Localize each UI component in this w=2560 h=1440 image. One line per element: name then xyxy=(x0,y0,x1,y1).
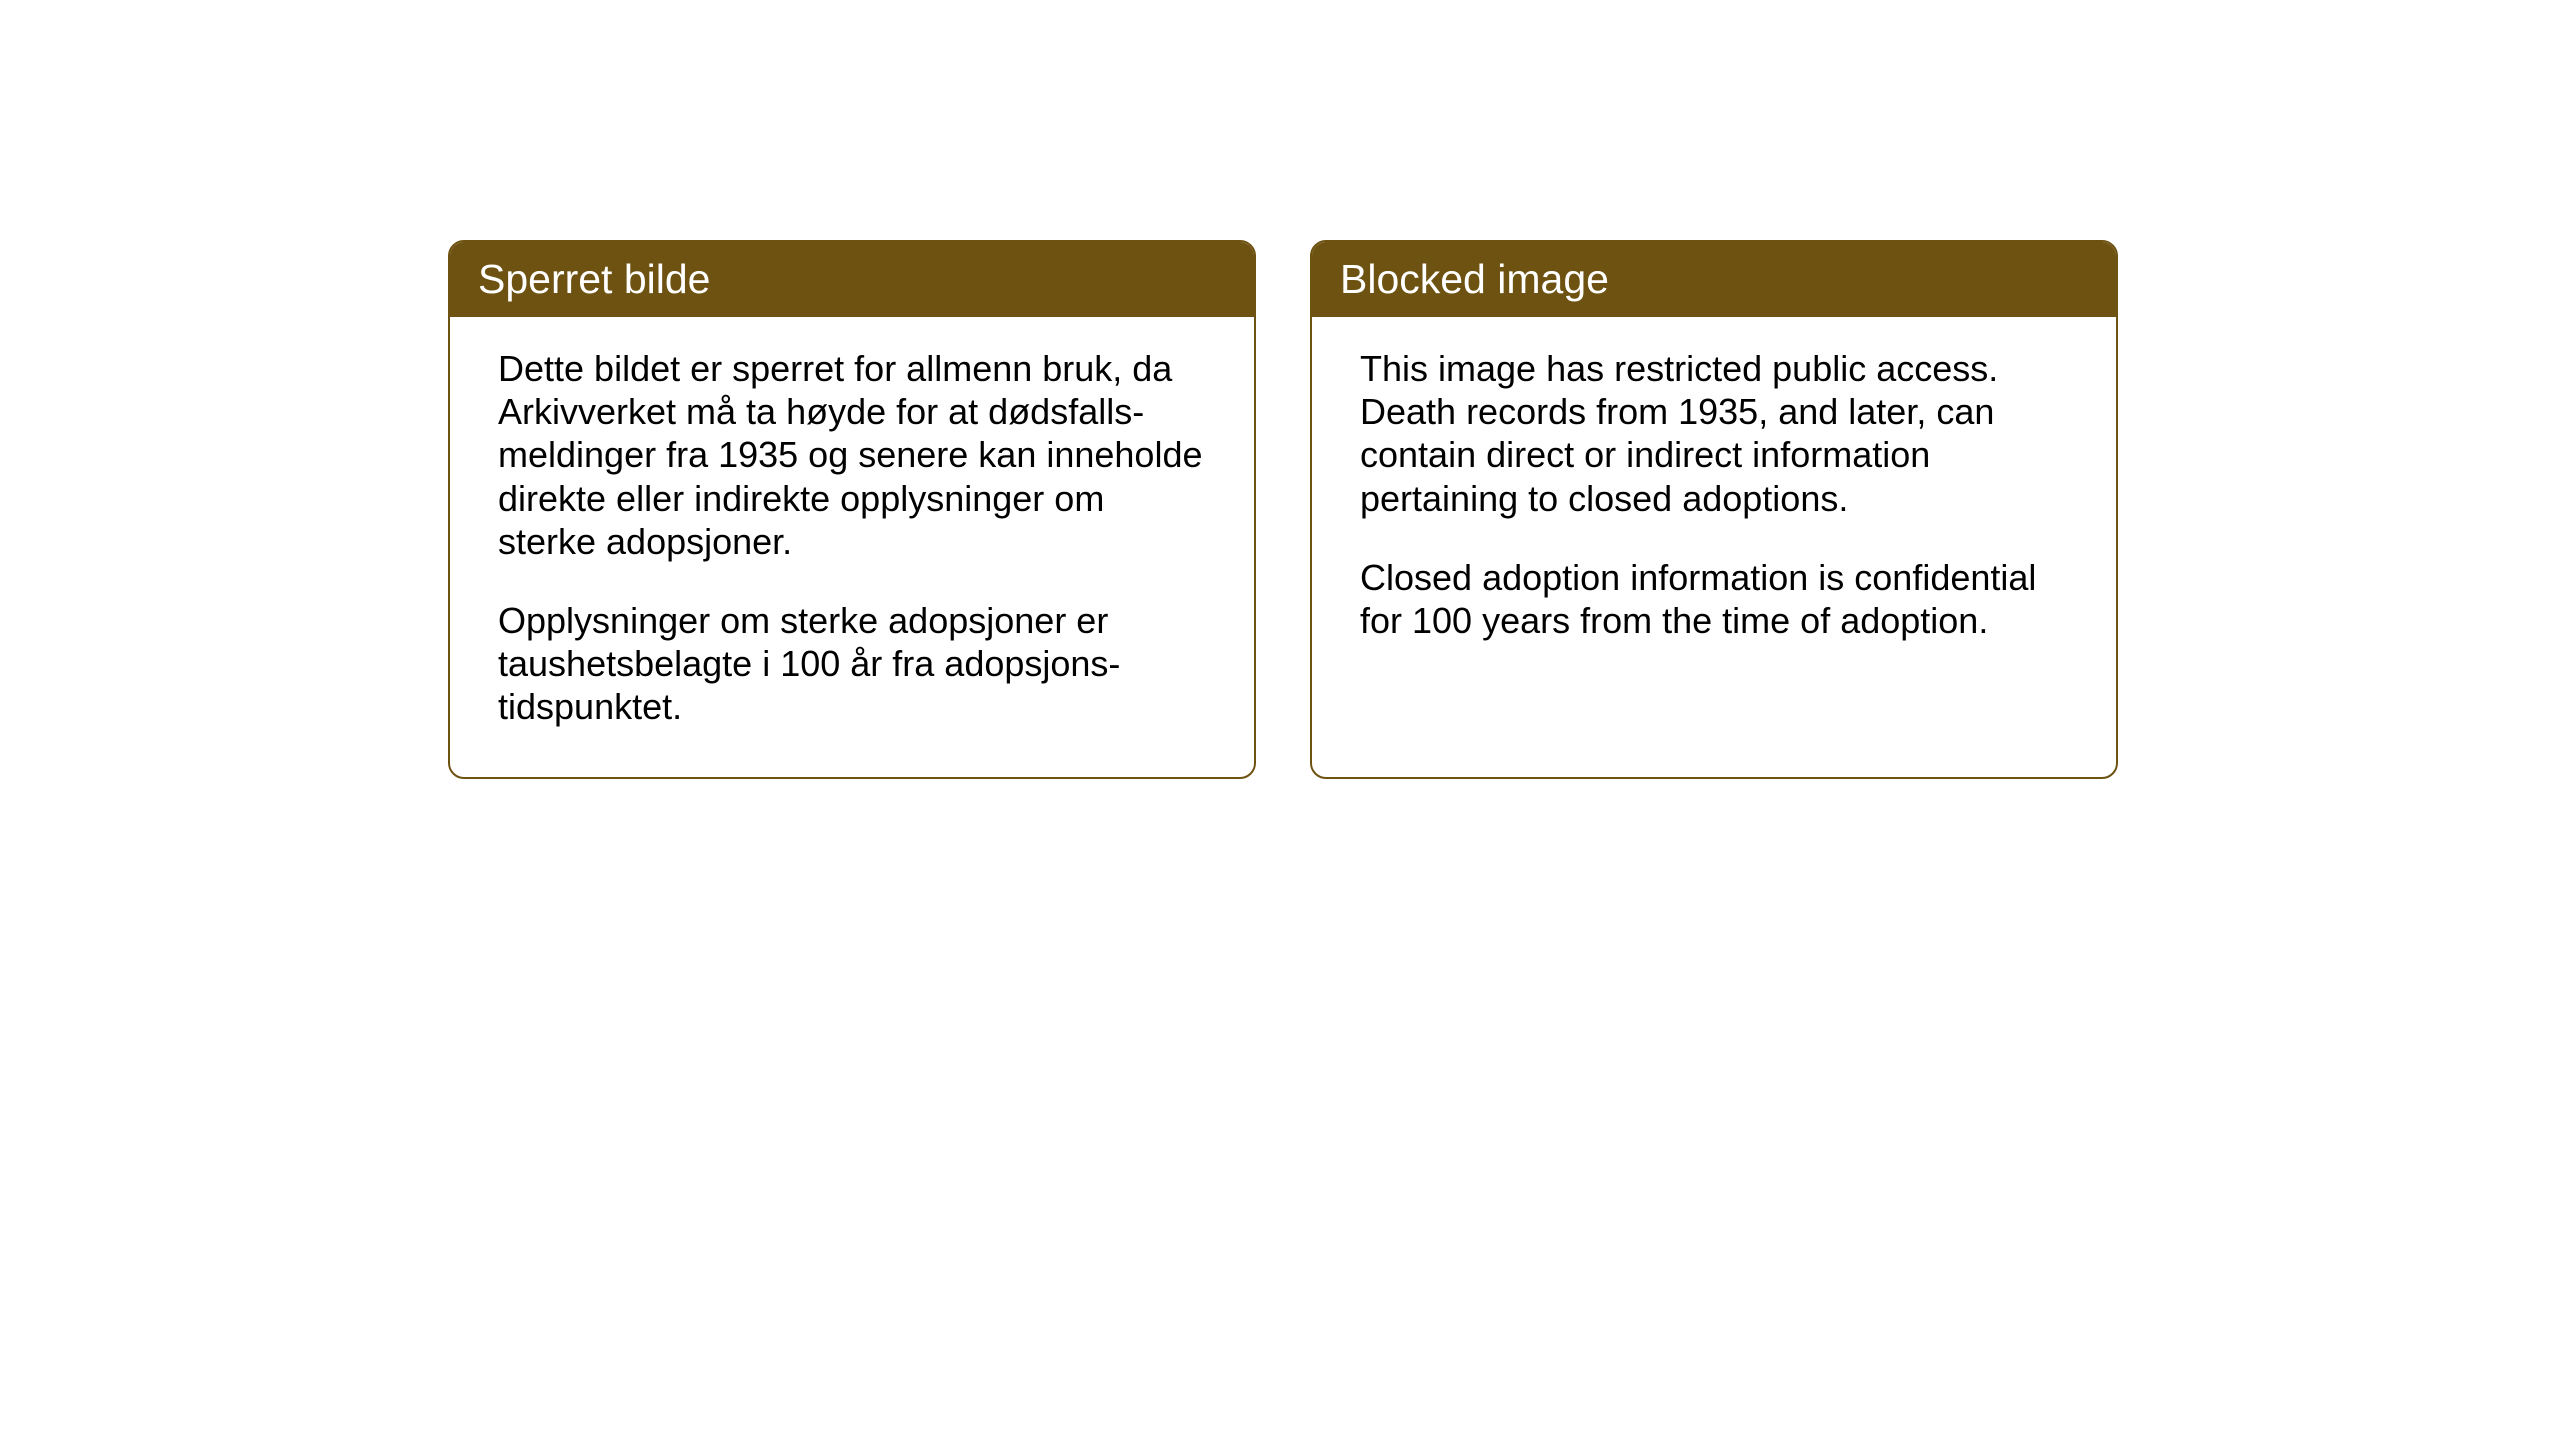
english-card-body: This image has restricted public access.… xyxy=(1312,317,2116,690)
card-container: Sperret bilde Dette bildet er sperret fo… xyxy=(448,240,2118,779)
english-paragraph-1: This image has restricted public access.… xyxy=(1360,347,2068,520)
norwegian-card-body: Dette bildet er sperret for allmenn bruk… xyxy=(450,317,1254,777)
english-notice-card: Blocked image This image has restricted … xyxy=(1310,240,2118,779)
english-card-title: Blocked image xyxy=(1312,242,2116,317)
norwegian-notice-card: Sperret bilde Dette bildet er sperret fo… xyxy=(448,240,1256,779)
norwegian-paragraph-1: Dette bildet er sperret for allmenn bruk… xyxy=(498,347,1206,563)
english-paragraph-2: Closed adoption information is confident… xyxy=(1360,556,2068,642)
norwegian-card-title: Sperret bilde xyxy=(450,242,1254,317)
norwegian-paragraph-2: Opplysninger om sterke adopsjoner er tau… xyxy=(498,599,1206,729)
